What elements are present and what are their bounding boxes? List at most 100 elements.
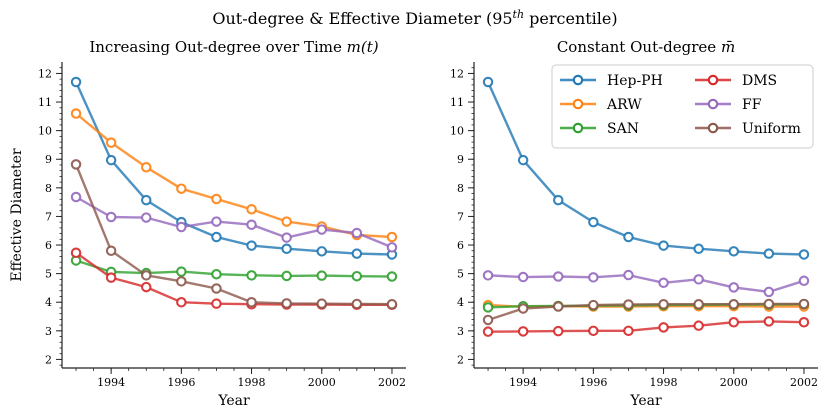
left-point-ff (140, 212, 152, 223)
right-point-hep-ph (482, 76, 494, 88)
left-point-dms (140, 281, 152, 293)
left-x-tick-label: 1998 (238, 376, 266, 389)
right-point-dms (798, 316, 810, 328)
left-point-san (351, 270, 363, 282)
left-x-axis-label: Year (217, 393, 250, 409)
left-point-hep-ph (211, 231, 222, 243)
legend-marker-hep-ph (572, 74, 584, 86)
left-point-arw (211, 193, 222, 205)
left-point-ff (211, 216, 222, 227)
left-point-arw (105, 137, 117, 148)
legend-marker-uniform (707, 122, 719, 134)
left-point-san (386, 271, 398, 282)
legend-marker-ff (707, 98, 719, 110)
left-point-arw (246, 204, 257, 215)
figure-title: Out-degree & Effective Diameter (95th pe… (212, 8, 617, 28)
left-panel-title-variable: m(t) (347, 38, 379, 56)
left-point-san (281, 270, 292, 282)
right-point-ff (588, 272, 599, 283)
left-x-tick-label: 1994 (97, 376, 125, 389)
left-y-tick-label: 12 (38, 67, 52, 80)
left-point-dms (105, 272, 117, 283)
left-point-uniform (140, 270, 152, 281)
right-x-tick-label: 1998 (650, 376, 678, 389)
right-point-hep-ph (728, 246, 740, 257)
legend-label-arw: ARW (606, 97, 642, 113)
right-panel: Constant Out-degree m̄ 2 3 4 5 6 7 8 9 10 11 12 1994… (450, 38, 818, 409)
figure-title-main: Out-degree & Effective Diameter (95 (212, 9, 512, 28)
left-y-tick-label: 3 (45, 325, 52, 338)
right-point-ff (482, 270, 494, 281)
left-point-ff (70, 191, 82, 203)
right-y-tick-label: 5 (457, 268, 464, 281)
right-point-uniform (552, 301, 564, 312)
right-series-line-ff (487, 273, 805, 294)
legend-label-san: SAN (607, 121, 639, 137)
right-point-uniform (798, 298, 810, 310)
left-point-hep-ph (246, 240, 257, 251)
right-point-ff (693, 274, 704, 285)
legend-label-hep-ph: Hep-PH (607, 73, 663, 89)
left-point-uniform (281, 298, 292, 309)
right-point-ff (517, 271, 529, 283)
right-point-dms (693, 320, 704, 331)
right-y-tick-label: 4 (457, 296, 464, 309)
left-point-dms (211, 298, 222, 309)
left-panel-title: Increasing Out-degree over Time m(t) (89, 38, 378, 56)
left-point-arw (386, 231, 398, 243)
right-point-uniform (482, 314, 494, 326)
right-panel-title-text: Constant Out-degree (557, 38, 721, 56)
left-series-line-ff (75, 195, 393, 249)
right-point-dms (517, 326, 529, 337)
left-point-ff (386, 242, 398, 253)
right-point-uniform (517, 303, 529, 314)
right-point-hep-ph (623, 231, 634, 243)
right-x-tick-label: 2000 (720, 376, 748, 389)
left-x-tick-label: 1996 (167, 376, 195, 389)
right-point-hep-ph (517, 154, 529, 166)
right-point-hep-ph (798, 249, 810, 260)
left-y-tick-label: 2 (45, 353, 52, 366)
left-point-ff (351, 227, 363, 239)
right-point-hep-ph (693, 243, 704, 254)
left-point-ff (176, 221, 187, 233)
right-point-ff (728, 282, 740, 293)
left-point-uniform (351, 298, 363, 310)
left-point-hep-ph (140, 194, 152, 206)
right-y-tick-label: 6 (457, 239, 464, 252)
right-point-ff (658, 277, 669, 289)
right-point-uniform (658, 298, 669, 310)
right-point-dms (482, 326, 494, 337)
legend-label-uniform: Uniform (742, 121, 801, 137)
left-point-uniform (105, 245, 117, 256)
left-point-arw (281, 216, 292, 227)
right-x-tick-label: 1996 (579, 376, 607, 389)
right-point-hep-ph (763, 248, 775, 259)
legend-marker-dms (707, 74, 719, 86)
left-point-arw (140, 161, 152, 173)
right-series-line-hep-ph (486, 81, 805, 256)
right-point-dms (552, 325, 564, 337)
right-point-ff (552, 271, 564, 282)
left-point-dms (70, 247, 82, 258)
right-point-san (482, 302, 494, 313)
left-x-tick-label: 2002 (378, 376, 406, 389)
left-point-ff (281, 232, 292, 243)
left-point-arw (176, 183, 187, 194)
right-point-dms (588, 325, 599, 337)
left-point-uniform (246, 296, 257, 308)
left-point-hep-ph (351, 248, 363, 259)
left-point-ff (105, 211, 117, 223)
left-point-hep-ph (281, 243, 292, 254)
right-x-axis-label: Year (629, 393, 662, 409)
left-point-ff (316, 224, 328, 235)
right-point-dms (728, 316, 740, 328)
right-point-dms (623, 325, 634, 337)
figure-title-superscript: th (513, 8, 525, 21)
figure-title-end: percentile) (524, 9, 618, 28)
left-panel: Increasing Out-degree over Time m(t) 2 3 4 5… (9, 38, 406, 409)
left-series-line-san (75, 259, 393, 278)
left-point-uniform (211, 283, 222, 294)
left-point-san (246, 270, 257, 281)
